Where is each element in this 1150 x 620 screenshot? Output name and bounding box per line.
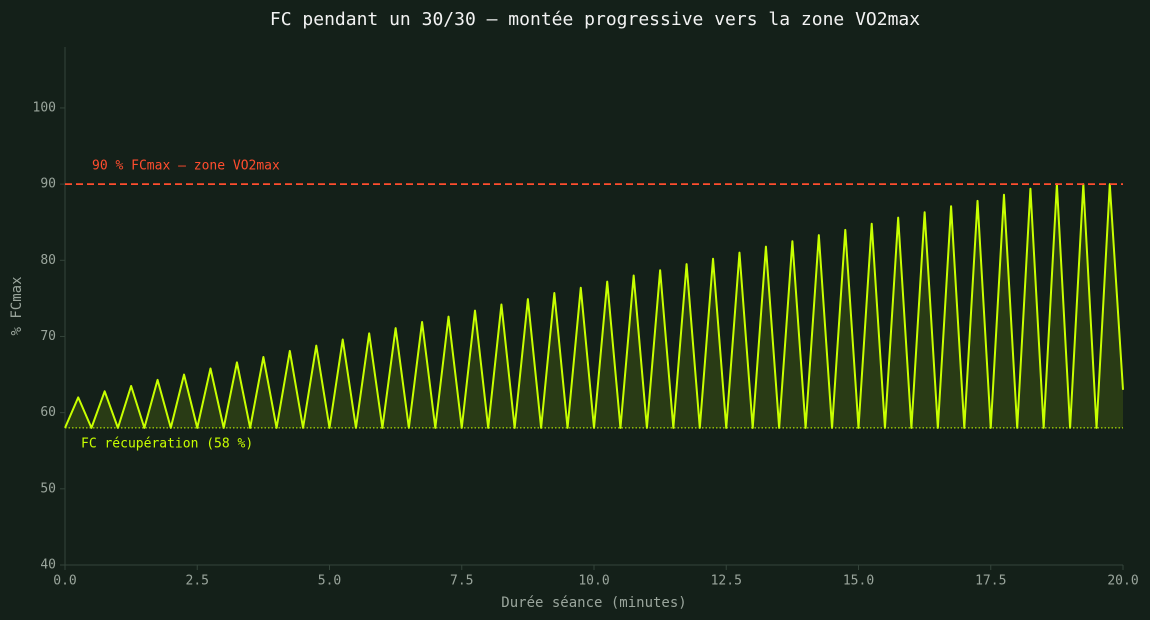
x-tick-label: 2.5	[186, 574, 209, 589]
y-axis-label: % FCmax	[9, 276, 25, 335]
y-tick-label: 40	[40, 558, 56, 573]
reference-label: FC récupération (58 %)	[81, 436, 253, 451]
chart-title: FC pendant un 30/30 — montée progressive…	[270, 9, 920, 30]
x-axis-label: Durée séance (minutes)	[501, 595, 686, 611]
y-tick-label: 80	[40, 253, 56, 268]
y-tick-label: 60	[40, 405, 56, 420]
y-tick-label: 100	[33, 100, 56, 115]
x-tick-label: 20.0	[1107, 574, 1138, 589]
x-tick-label: 7.5	[450, 574, 473, 589]
x-tick-label: 0.0	[53, 574, 76, 589]
y-tick-label: 70	[40, 329, 56, 344]
x-tick-label: 15.0	[843, 574, 874, 589]
reference-label: 90 % FCmax — zone VO2max	[92, 159, 280, 174]
x-tick-label: 17.5	[975, 574, 1006, 589]
y-tick-label: 50	[40, 481, 56, 496]
x-tick-label: 10.0	[578, 574, 609, 589]
y-tick-label: 90	[40, 177, 56, 192]
x-tick-label: 5.0	[318, 574, 341, 589]
x-tick-label: 12.5	[711, 574, 742, 589]
